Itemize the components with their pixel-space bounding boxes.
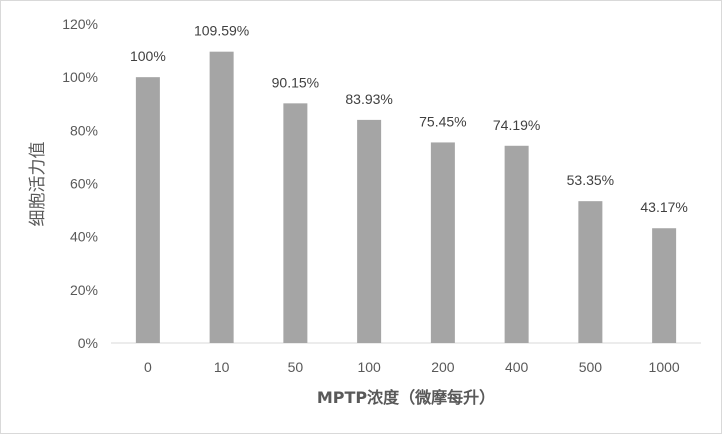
data-label: 109.59%	[194, 23, 249, 39]
bar	[135, 77, 160, 344]
bar	[209, 51, 234, 343]
bar	[357, 119, 382, 344]
y-tick-label: 60%	[70, 176, 98, 192]
x-tick-label: 500	[579, 359, 603, 375]
y-axis-title: 细胞活力值	[28, 142, 48, 227]
bars-group	[135, 51, 677, 344]
x-tick-label: 50	[288, 359, 304, 375]
bar	[578, 201, 603, 343]
y-axis-ticks: 0% 20% 40% 60% 80% 100% 120%	[62, 16, 98, 351]
data-label: 53.35%	[567, 172, 614, 188]
y-tick-label: 0%	[78, 335, 98, 351]
data-labels-group: 100% 109.59% 90.15% 83.93% 75.45% 74.19% 53.35…	[130, 23, 688, 216]
x-tick-label: 0	[144, 359, 152, 375]
data-label: 100%	[130, 48, 166, 64]
x-tick-label: 400	[505, 359, 529, 375]
data-label: 75.45%	[419, 113, 466, 129]
x-axis-title: MPTP浓度（微摩每升）	[317, 388, 495, 407]
y-tick-label: 100%	[62, 69, 98, 85]
x-tick-label: 1000	[649, 359, 680, 375]
y-tick-label: 80%	[70, 122, 98, 138]
x-tick-label: 200	[431, 359, 455, 375]
data-label: 90.15%	[272, 74, 319, 90]
bar	[504, 145, 529, 343]
bar	[652, 228, 677, 343]
x-tick-label: 10	[214, 359, 230, 375]
x-tick-label: 100	[357, 359, 381, 375]
bar	[430, 142, 455, 343]
data-label: 74.19%	[493, 117, 540, 133]
data-label: 43.17%	[640, 199, 687, 215]
data-label: 83.93%	[345, 91, 392, 107]
x-axis-ticks: 0 10 50 100 200 400 500 1000	[144, 359, 680, 375]
y-tick-label: 20%	[70, 282, 98, 298]
y-tick-label: 40%	[70, 229, 98, 245]
bar	[283, 103, 308, 343]
y-tick-label: 120%	[62, 16, 98, 32]
